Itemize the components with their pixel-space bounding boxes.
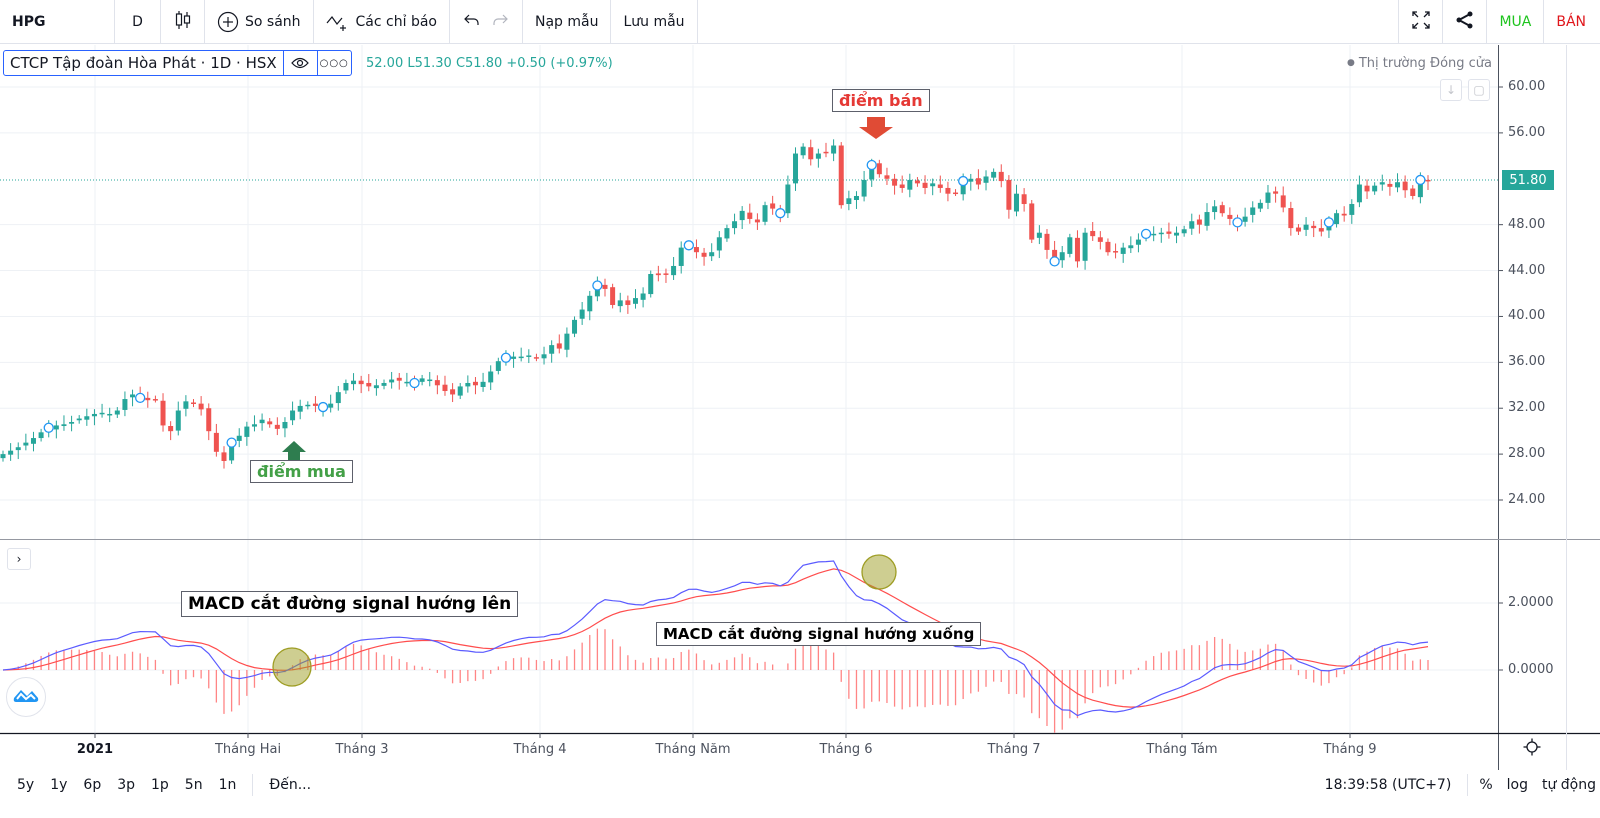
bottom-toolbar: 5y 1y 6p 3p 1p 5n 1n Đến... 18:39:58 (UT… xyxy=(0,770,1600,800)
save-template-label: Lưu mẫu xyxy=(623,13,685,30)
load-template-label: Nạp mẫu xyxy=(534,13,599,30)
ohlc-values: 52.00 L51.30 C51.80 +0.50 (+0.97%) xyxy=(366,56,613,71)
macd-cross-up-annotation: MACD cắt đường signal hướng lên xyxy=(181,591,519,617)
time-axis-label: 2021 xyxy=(76,742,114,757)
price-axis-label: 24.00 xyxy=(1508,492,1546,507)
range-1d-button[interactable]: 1n xyxy=(218,777,237,793)
load-template-button[interactable]: Nạp mẫu xyxy=(523,0,612,44)
time-axis-label: Tháng 9 xyxy=(1323,742,1377,757)
price-axis-label: 56.00 xyxy=(1508,124,1546,140)
series-legend[interactable]: CTCP Tập đoàn Hòa Phát · 1D · HSX ○○○ xyxy=(3,50,352,76)
redo-icon[interactable] xyxy=(486,13,514,31)
price-chart[interactable] xyxy=(0,0,1600,770)
macd-axis-label: 0.0000 xyxy=(1508,662,1554,677)
time-axis-label: Tháng Hai xyxy=(214,742,282,757)
goto-date-button[interactable]: Đến... xyxy=(269,777,312,793)
chart-type-button[interactable] xyxy=(161,0,205,44)
indicators-button[interactable]: Các chỉ báo xyxy=(314,0,450,44)
more-dots-icon: ○○○ xyxy=(319,57,349,69)
macd-axis-label: 2.0000 xyxy=(1508,595,1554,610)
time-axis-label: Tháng 3 xyxy=(335,742,389,757)
bottom-right-controls: 18:39:58 (UTC+7) % log tự động xyxy=(1318,770,1600,800)
interval-label: D xyxy=(132,13,143,30)
time-axis-label: Tháng Tám xyxy=(1146,742,1218,757)
clock-timezone-button[interactable]: 18:39:58 (UTC+7) xyxy=(1324,777,1452,793)
price-axis-label: 28.00 xyxy=(1508,446,1546,462)
tradingview-logo-button[interactable] xyxy=(6,677,46,717)
range-5d-button[interactable]: 5n xyxy=(184,777,203,793)
range-1m-button[interactable]: 1p xyxy=(151,777,169,793)
plus-circle-icon xyxy=(217,11,239,33)
price-axis-label: 40.00 xyxy=(1508,308,1546,324)
divider xyxy=(252,774,254,796)
time-axis-label: Tháng Năm xyxy=(655,742,731,757)
time-axis-label: Tháng 7 xyxy=(987,742,1041,757)
series-title: CTCP Tập đoàn Hòa Phát · 1D · HSX xyxy=(10,54,277,72)
indicators-label: Các chỉ báo xyxy=(355,13,437,30)
price-axis-label: 48.00 xyxy=(1508,216,1546,232)
fullscreen-button[interactable] xyxy=(1398,0,1442,44)
save-template-button[interactable]: Lưu mẫu xyxy=(611,0,698,44)
share-icon xyxy=(1455,10,1475,34)
time-axis-label: Tháng 6 xyxy=(819,742,873,757)
indicators-icon xyxy=(326,12,350,32)
undo-redo-group xyxy=(450,0,523,44)
expand-legend-button[interactable]: › xyxy=(7,548,31,570)
auto-scale-toggle[interactable]: tự động xyxy=(1541,777,1596,793)
reset-scale-button[interactable]: ▢ xyxy=(1468,79,1490,101)
range-6m-button[interactable]: 6p xyxy=(83,777,102,793)
top-toolbar: HPG D So sánh Các chỉ báo Nạp mẫu Lưu mẫ… xyxy=(0,0,1600,44)
buy-point-annotation: điểm mua xyxy=(250,460,353,483)
cloud-chart-logo-icon xyxy=(13,686,39,708)
log-scale-toggle[interactable]: log xyxy=(1506,777,1528,793)
market-status: Thị trường Đóng cửa xyxy=(1347,56,1492,71)
divider xyxy=(1467,774,1469,796)
sell-point-annotation: điểm bán xyxy=(832,89,930,112)
interval-button[interactable]: D xyxy=(115,0,161,44)
reset-icon: ▢ xyxy=(1473,83,1485,97)
range-3m-button[interactable]: 3p xyxy=(117,777,135,793)
more-options-button[interactable]: ○○○ xyxy=(316,51,351,75)
last-price-label: 51.80 xyxy=(1502,170,1554,190)
range-buttons: 5y 1y 6p 3p 1p 5n 1n Đến... xyxy=(0,774,319,796)
fullscreen-icon xyxy=(1411,10,1431,34)
scroll-down-button[interactable]: ↓ xyxy=(1440,79,1462,101)
compare-button[interactable]: So sánh xyxy=(205,0,314,44)
visibility-toggle-button[interactable] xyxy=(282,51,317,75)
range-5y-button[interactable]: 5y xyxy=(17,777,35,793)
share-button[interactable] xyxy=(1442,0,1486,44)
macd-cross-down-annotation: MACD cắt đường signal hướng xuống xyxy=(656,622,982,646)
time-axis-label: Tháng 4 xyxy=(513,742,567,757)
gear-icon xyxy=(1523,738,1541,760)
sell-label: BÁN xyxy=(1556,14,1586,30)
eye-icon xyxy=(291,54,309,73)
buy-button[interactable]: MUA xyxy=(1486,0,1543,44)
toolbar-right: MUA BÁN xyxy=(1398,0,1600,44)
price-axis-label: 44.00 xyxy=(1508,262,1546,278)
candlestick-icon xyxy=(174,10,192,34)
range-1y-button[interactable]: 1y xyxy=(50,777,68,793)
chevron-right-icon: › xyxy=(16,552,22,566)
symbol-search-button[interactable]: HPG xyxy=(0,0,115,44)
compare-label: So sánh xyxy=(245,13,301,30)
chart-settings-button[interactable] xyxy=(1522,738,1542,760)
percent-scale-toggle[interactable]: % xyxy=(1479,777,1493,793)
symbol-label: HPG xyxy=(12,13,46,30)
buy-label: MUA xyxy=(1499,14,1532,30)
price-axis-label: 36.00 xyxy=(1508,354,1546,370)
undo-icon[interactable] xyxy=(458,13,486,31)
price-axis-label: 32.00 xyxy=(1508,400,1546,416)
price-axis-label: 60.00 xyxy=(1508,79,1546,94)
sell-button[interactable]: BÁN xyxy=(1543,0,1600,44)
arrow-down-icon: ↓ xyxy=(1445,83,1457,97)
